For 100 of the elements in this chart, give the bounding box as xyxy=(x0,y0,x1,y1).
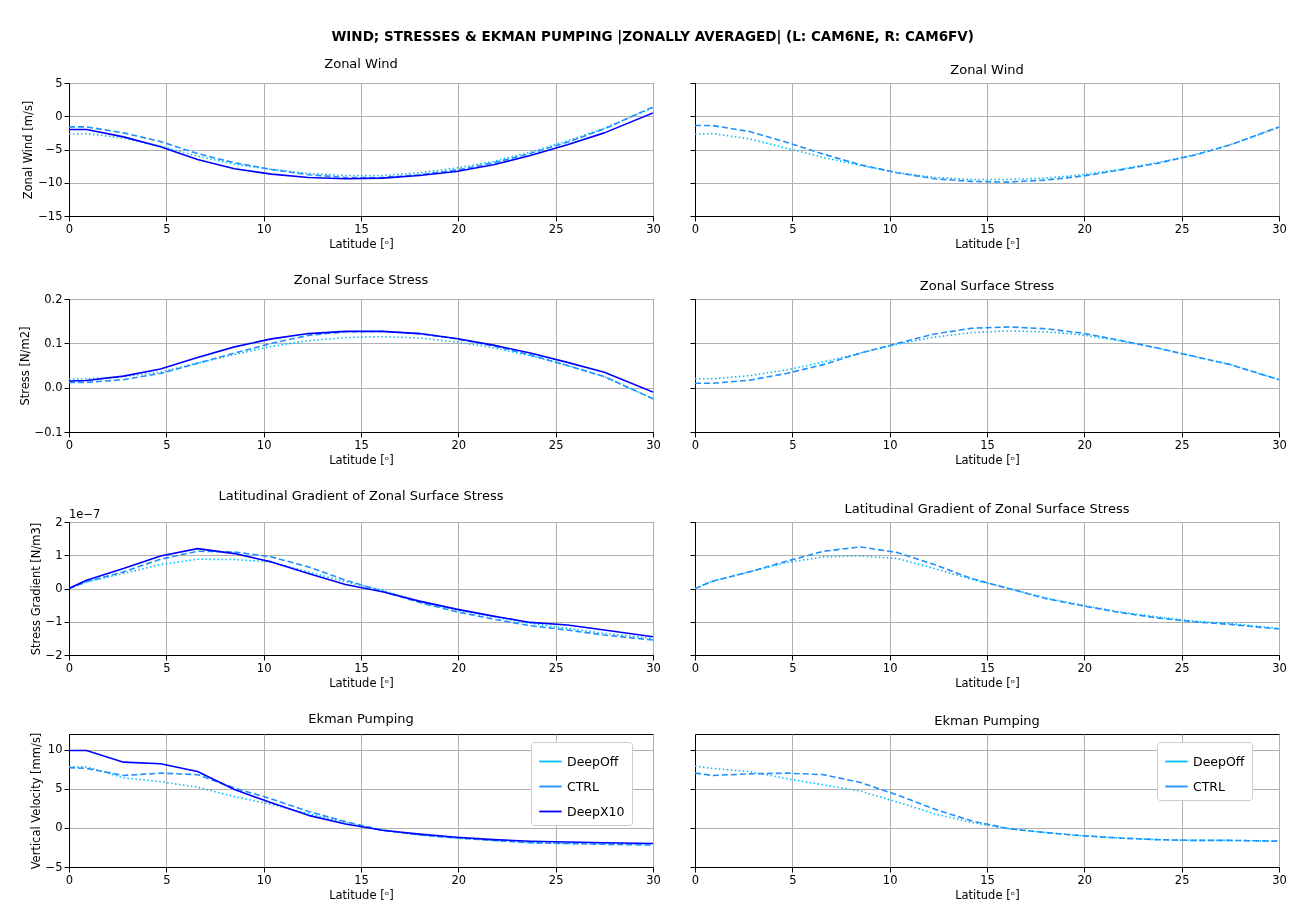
x-tick-label: 25 xyxy=(1174,221,1190,236)
x-axis-title: Latitude [ᵒ] xyxy=(955,676,1020,690)
x-tick-label: 20 xyxy=(1077,221,1093,236)
x-tick-label: 15 xyxy=(980,872,995,887)
x-tick-label: 10 xyxy=(256,437,272,452)
x-tick-label: 0 xyxy=(65,872,74,887)
x-tick-label: 5 xyxy=(789,872,797,887)
x-tick-label: 10 xyxy=(882,437,898,452)
x-axis-title: Latitude [ᵒ] xyxy=(329,676,394,690)
legend-label: DeepOff xyxy=(1193,753,1245,769)
y-tick-label: −0.1 xyxy=(34,424,63,439)
chart-title: Latitudinal Gradient of Zonal Surface Stress xyxy=(218,488,504,503)
x-tick-label: 30 xyxy=(1272,660,1287,675)
legend-label: DeepX10 xyxy=(567,803,625,819)
chart-title: Zonal Surface Stress xyxy=(919,277,1055,293)
x-tick-label: 10 xyxy=(882,221,898,236)
x-tick-label: 5 xyxy=(789,437,797,452)
x-tick-label: 30 xyxy=(1272,221,1287,236)
x-tick-label: 20 xyxy=(451,872,467,887)
text: 1e−7 xyxy=(69,507,101,521)
x-tick-label: 0 xyxy=(691,872,700,887)
x-tick-label: 25 xyxy=(1174,660,1190,675)
legend-label: DeepOff xyxy=(567,753,619,769)
x-tick-label: 5 xyxy=(789,660,797,675)
x-tick-label: 0 xyxy=(691,660,700,675)
x-tick-label: 10 xyxy=(256,660,272,675)
x-tick-label: 30 xyxy=(646,660,661,675)
x-tick-label: 15 xyxy=(980,221,995,236)
y-axis-title: Zonal Wind [m/s] xyxy=(21,100,36,200)
y-tick-label: −5 xyxy=(45,142,63,156)
x-tick-label: 5 xyxy=(789,221,797,236)
x-tick-label: 5 xyxy=(163,660,171,675)
text: WIND; STRESSES & EKMAN PUMPING |ZONALLY AVERAGED| (L: CAM6NE, R: CAM6FV) xyxy=(331,28,974,45)
x-tick-label: 5 xyxy=(163,221,171,236)
x-tick-label: 30 xyxy=(646,437,661,452)
x-tick-label: 20 xyxy=(1077,437,1093,452)
y-tick-label: 0 xyxy=(55,820,63,835)
y-tick-label: −15 xyxy=(38,208,63,223)
x-tick-label: 30 xyxy=(1272,437,1287,452)
y-tick-label: 0 xyxy=(55,581,63,595)
x-axis-title: Latitude [ᵒ] xyxy=(329,237,394,251)
x-axis-title: Latitude [ᵒ] xyxy=(955,237,1020,251)
x-axis-title: Latitude [ᵒ] xyxy=(955,453,1020,467)
y-axis-title: Vertical Velocity [mm/s] xyxy=(28,732,43,870)
x-tick-label: 25 xyxy=(1174,437,1190,452)
x-tick-label: 15 xyxy=(354,221,369,236)
y-tick-label: 5 xyxy=(55,781,63,796)
x-tick-label: 25 xyxy=(548,872,564,887)
y-tick-label: 0 xyxy=(55,108,63,123)
x-tick-label: 20 xyxy=(1077,872,1093,887)
x-tick-label: 0 xyxy=(691,221,700,236)
x-axis-title: Latitude [ᵒ] xyxy=(329,888,394,902)
x-tick-label: 15 xyxy=(980,437,995,452)
y-tick-label: 10 xyxy=(47,742,63,757)
x-tick-label: 5 xyxy=(163,437,171,452)
y-tick-label: 0.1 xyxy=(44,335,63,350)
legend-label: CTRL xyxy=(567,778,600,794)
y-tick-label: 5 xyxy=(55,75,63,90)
y-tick-label: 1 xyxy=(55,547,63,562)
x-tick-label: 20 xyxy=(451,437,467,452)
x-tick-label: 15 xyxy=(354,437,369,452)
x-tick-label: 5 xyxy=(163,872,171,887)
legend-label: CTRL xyxy=(1193,778,1226,794)
x-tick-label: 25 xyxy=(548,221,564,236)
x-tick-label: 30 xyxy=(646,872,661,887)
x-tick-label: 15 xyxy=(980,660,995,675)
y-tick-label: −10 xyxy=(38,175,63,190)
y-tick-label: −2 xyxy=(45,647,63,662)
chart-title: Zonal Surface Stress xyxy=(293,272,429,287)
x-tick-label: 25 xyxy=(548,660,564,675)
x-tick-label: 10 xyxy=(882,872,898,887)
x-tick-label: 20 xyxy=(451,660,467,675)
y-tick-label: −1 xyxy=(45,614,63,629)
chart-title: Zonal Wind xyxy=(324,56,398,71)
chart-title: Zonal Wind xyxy=(950,61,1024,77)
x-tick-label: 0 xyxy=(65,660,74,675)
line-series xyxy=(69,749,653,845)
y-tick-label: 2 xyxy=(55,514,63,529)
x-tick-label: 25 xyxy=(1174,872,1190,887)
y-tick-label: −5 xyxy=(45,859,63,874)
x-tick-label: 0 xyxy=(65,221,74,236)
x-axis-title: Latitude [ᵒ] xyxy=(329,453,394,467)
x-tick-label: 30 xyxy=(1272,872,1287,887)
x-tick-label: 25 xyxy=(548,437,564,452)
y-tick-label: 0.0 xyxy=(44,380,63,395)
y-axis-title: Stress Gradient [N/m3] xyxy=(28,522,43,656)
chart-title: Latitudinal Gradient of Zonal Surface Stress xyxy=(844,500,1130,516)
x-tick-label: 0 xyxy=(65,437,74,452)
x-tick-label: 15 xyxy=(354,660,369,675)
chart-title: Ekman Pumping xyxy=(934,713,1040,728)
x-tick-label: 10 xyxy=(882,660,898,675)
x-tick-label: 10 xyxy=(256,221,272,236)
x-tick-label: 30 xyxy=(646,221,661,236)
y-tick-label: 0.2 xyxy=(44,291,63,306)
y-axis-title: Stress [N/m2] xyxy=(17,326,32,406)
x-axis-title: Latitude [ᵒ] xyxy=(955,888,1020,902)
x-tick-label: 15 xyxy=(354,872,369,887)
x-tick-label: 20 xyxy=(1077,660,1093,675)
x-tick-label: 0 xyxy=(691,437,700,452)
chart-title: Ekman Pumping xyxy=(308,711,414,727)
